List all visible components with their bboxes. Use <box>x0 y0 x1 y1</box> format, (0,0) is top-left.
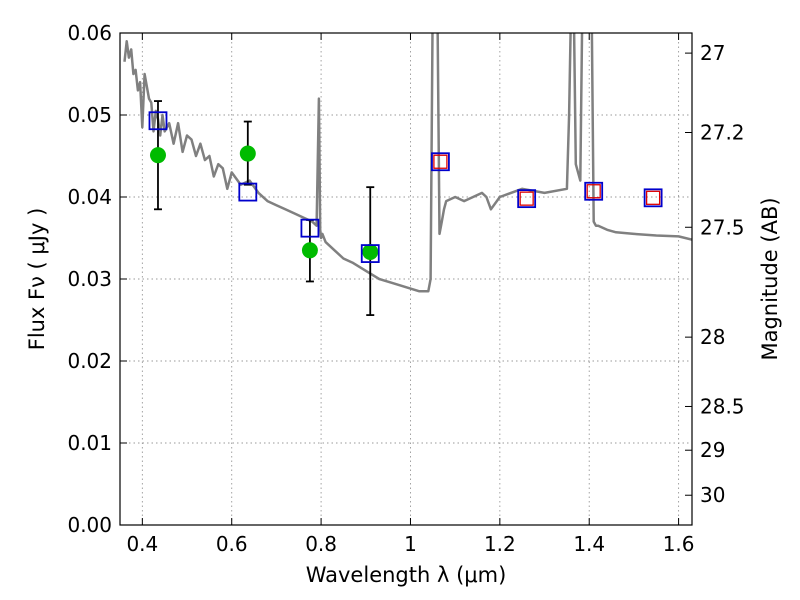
predicted-point <box>586 184 601 199</box>
x-tick-label: 0.8 <box>305 532 337 556</box>
model-photometry-point <box>238 182 258 202</box>
plot-area <box>123 33 692 316</box>
grid <box>120 33 692 525</box>
y-tick-label: 0.01 <box>67 431 112 455</box>
model-photometry-point <box>300 218 320 238</box>
y2-tick-label: 27 <box>700 41 725 65</box>
y2-tick-label: 27.2 <box>700 120 745 144</box>
y-tick-label: 0.04 <box>67 185 112 209</box>
model-photometry-point <box>643 188 663 208</box>
y-tick-label: 0.03 <box>67 267 112 291</box>
y-tick-label: 0.00 <box>67 513 112 537</box>
y2-axis-label: Magnitude (AB) <box>758 197 782 360</box>
model-photometry-point <box>517 189 537 209</box>
predicted-point <box>433 154 448 169</box>
model-photometry-point <box>431 152 450 172</box>
tick-labels: 0.4 0.6 0.8 1 1.2 1.4 1.6 0.00 0.01 0.02 0.03 0.04 0… <box>67 21 744 556</box>
y-tick-label: 0.06 <box>67 21 112 45</box>
observed-point <box>239 145 256 162</box>
model-photometry-point <box>360 244 380 263</box>
y2-tick-label: 27.5 <box>700 215 745 239</box>
axis-ticks <box>120 32 692 526</box>
x-tick-label: 1.4 <box>573 532 605 556</box>
x-tick-label: 1 <box>404 532 417 556</box>
observed-point <box>362 243 379 260</box>
predicted-point <box>519 191 534 206</box>
y2-tick-label: 30 <box>700 483 725 507</box>
x-tick-label: 1.6 <box>663 532 695 556</box>
model-spectrum-line <box>123 33 692 293</box>
y2-tick-label: 29 <box>700 438 725 462</box>
predicted-point <box>645 190 661 205</box>
y-tick-label: 0.05 <box>67 103 112 127</box>
y2-tick-label: 28 <box>700 325 725 349</box>
y2-tick-label: 28.5 <box>700 394 745 418</box>
model-photometry-point <box>148 111 168 131</box>
x-tick-label: 0.4 <box>126 532 158 556</box>
y-axis-label: Flux Fν ( μJy ) <box>25 208 49 351</box>
model-photometry-point <box>584 181 604 201</box>
observed-point <box>301 242 318 259</box>
x-tick-label: 1.2 <box>484 532 516 556</box>
y-tick-label: 0.02 <box>67 349 112 373</box>
x-tick-label: 0.6 <box>216 532 248 556</box>
x-axis-label: Wavelength λ (μm) <box>306 563 507 587</box>
observed-point <box>149 147 166 164</box>
